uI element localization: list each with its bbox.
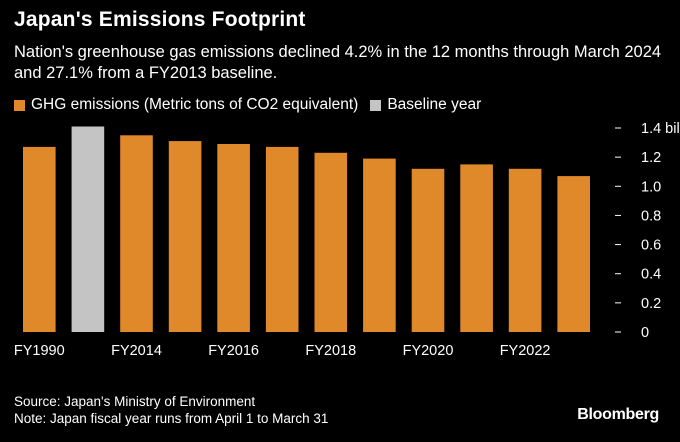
legend-label-baseline: Baseline year bbox=[387, 96, 482, 113]
legend-item-baseline: Baseline year bbox=[370, 96, 481, 114]
bar-FY2016 bbox=[217, 144, 250, 332]
x-tick-label: FY2022 bbox=[500, 343, 551, 359]
legend: GHG emissions (Metric tons of CO2 equiva… bbox=[14, 96, 493, 114]
x-tick-label: FY2018 bbox=[305, 343, 356, 359]
legend-swatch-emissions bbox=[14, 99, 25, 111]
fiscal-year-note: Note: Japan fiscal year runs from April … bbox=[14, 411, 329, 426]
x-tick-label: FY2014 bbox=[111, 343, 162, 359]
bloomberg-logo: Bloomberg bbox=[577, 406, 659, 423]
y-tick-label: 1.2 bbox=[641, 150, 661, 166]
bar-FY2014 bbox=[120, 135, 153, 332]
bar-FY2017 bbox=[265, 146, 299, 332]
chart-title: Japan's Emissions Footprint bbox=[14, 8, 306, 31]
bar-FY1990 bbox=[23, 146, 56, 332]
x-tick-label: FY1990 bbox=[14, 343, 65, 359]
y-tick-label: 0.2 bbox=[641, 296, 661, 312]
y-tick-label: 0.6 bbox=[641, 238, 661, 254]
legend-swatch-baseline bbox=[370, 99, 382, 111]
source-note: Source: Japan's Ministry of Environment bbox=[14, 394, 256, 409]
y-tick-label: 0.4 bbox=[641, 267, 661, 283]
bar-FY2020 bbox=[411, 168, 445, 332]
y-tick-label: 0.8 bbox=[641, 208, 661, 224]
bar-FY2018 bbox=[314, 152, 348, 332]
y-tick-label: 1.0 bbox=[641, 179, 661, 195]
footer: Source: Japan's Ministry of Environment … bbox=[14, 393, 328, 427]
bar-FY2019 bbox=[363, 158, 396, 332]
bar-FY2021 bbox=[460, 164, 493, 332]
bar-FY2023 bbox=[557, 176, 590, 332]
bar-FY2022 bbox=[508, 168, 542, 332]
bar-FY2015 bbox=[168, 141, 202, 332]
y-tick-label: 1.4 billion bbox=[641, 121, 680, 137]
legend-label-emissions: GHG emissions (Metric tons of CO2 equiva… bbox=[31, 96, 359, 113]
legend-item-emissions: GHG emissions (Metric tons of CO2 equiva… bbox=[14, 96, 358, 114]
y-tick-label: 0 bbox=[641, 325, 649, 341]
x-tick-label: FY2020 bbox=[403, 343, 454, 359]
chart-subtitle: Nation's greenhouse gas emissions declin… bbox=[14, 43, 662, 82]
x-tick-label: FY2016 bbox=[208, 343, 259, 359]
bar-FY2013 bbox=[71, 126, 105, 332]
